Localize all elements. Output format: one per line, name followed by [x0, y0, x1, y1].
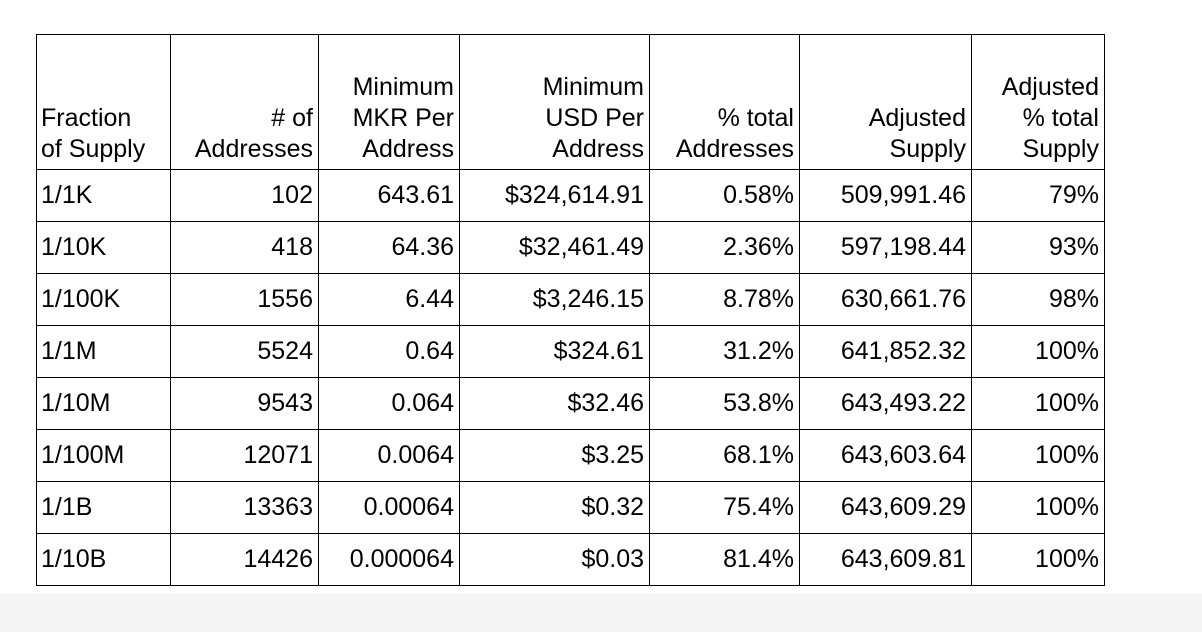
cell-addresses: 13363	[170, 481, 319, 534]
cell-adjusted-supply: 643,609.81	[799, 533, 972, 586]
cell-adjusted-pct-supply: 100%	[971, 377, 1105, 430]
header-row: Fraction of Supply # of Addresses Minimum M…	[36, 34, 1105, 170]
cell-adjusted-supply: 509,991.46	[799, 169, 972, 222]
table-row: 1/10M 9543 0.064 $32.46 53.8% 643,493.22…	[36, 377, 1105, 430]
header-adjusted-supply: Adjusted Supply	[799, 34, 972, 170]
cell-min-usd: $3.25	[459, 429, 650, 482]
cell-min-usd: $32,461.49	[459, 221, 650, 274]
cell-addresses: 102	[170, 169, 319, 222]
cell-adjusted-pct-supply: 100%	[971, 429, 1105, 482]
header-min-mkr-per-address: Minimum MKR Per Address	[318, 34, 460, 170]
cell-min-usd: $3,246.15	[459, 273, 650, 326]
cell-adjusted-pct-supply: 93%	[971, 221, 1105, 274]
cell-pct-addresses: 53.8%	[649, 377, 800, 430]
cell-fraction: 1/1M	[36, 325, 171, 378]
cell-adjusted-supply: 643,603.64	[799, 429, 972, 482]
cell-fraction: 1/10B	[36, 533, 171, 586]
cell-fraction: 1/10K	[36, 221, 171, 274]
cell-min-usd: $324.61	[459, 325, 650, 378]
table-row: 1/100K 1556 6.44 $3,246.15 8.78% 630,661…	[36, 273, 1105, 326]
cell-min-usd: $324,614.91	[459, 169, 650, 222]
cell-pct-addresses: 81.4%	[649, 533, 800, 586]
bottom-band	[0, 594, 1202, 632]
cell-adjusted-supply: 597,198.44	[799, 221, 972, 274]
table-row: 1/1K 102 643.61 $324,614.91 0.58% 509,99…	[36, 169, 1105, 222]
cell-adjusted-supply: 630,661.76	[799, 273, 972, 326]
supply-distribution-table: Fraction of Supply # of Addresses Minimum M…	[36, 34, 1105, 586]
cell-pct-addresses: 31.2%	[649, 325, 800, 378]
cell-min-usd: $0.03	[459, 533, 650, 586]
cell-addresses: 418	[170, 221, 319, 274]
cell-addresses: 14426	[170, 533, 319, 586]
cell-min-mkr: 64.36	[318, 221, 460, 274]
cell-min-usd: $0.32	[459, 481, 650, 534]
cell-fraction: 1/100M	[36, 429, 171, 482]
header-num-addresses: # of Addresses	[170, 34, 319, 170]
cell-adjusted-pct-supply: 100%	[971, 325, 1105, 378]
cell-min-mkr: 643.61	[318, 169, 460, 222]
cell-min-mkr: 0.000064	[318, 533, 460, 586]
cell-fraction: 1/1K	[36, 169, 171, 222]
cell-adjusted-pct-supply: 98%	[971, 273, 1105, 326]
cell-adjusted-supply: 643,609.29	[799, 481, 972, 534]
table-row: 1/1B 13363 0.00064 $0.32 75.4% 643,609.2…	[36, 481, 1105, 534]
header-fraction-of-supply: Fraction of Supply	[36, 34, 171, 170]
cell-adjusted-pct-supply: 100%	[971, 481, 1105, 534]
cell-pct-addresses: 68.1%	[649, 429, 800, 482]
table-row: 1/10B 14426 0.000064 $0.03 81.4% 643,609…	[36, 533, 1105, 586]
header-pct-total-addresses: % total Addresses	[649, 34, 800, 170]
cell-min-usd: $32.46	[459, 377, 650, 430]
cell-fraction: 1/10M	[36, 377, 171, 430]
cell-adjusted-supply: 641,852.32	[799, 325, 972, 378]
cell-addresses: 1556	[170, 273, 319, 326]
cell-min-mkr: 0.00064	[318, 481, 460, 534]
cell-addresses: 9543	[170, 377, 319, 430]
header-adjusted-pct-total-supply: Adjusted% total Supply	[971, 34, 1105, 170]
cell-fraction: 1/1B	[36, 481, 171, 534]
cell-addresses: 12071	[170, 429, 319, 482]
table-row: 1/1M 5524 0.64 $324.61 31.2% 641,852.32 …	[36, 325, 1105, 378]
cell-adjusted-supply: 643,493.22	[799, 377, 972, 430]
header-min-usd-per-address: Minimum USD Per Address	[459, 34, 650, 170]
cell-adjusted-pct-supply: 79%	[971, 169, 1105, 222]
cell-adjusted-pct-supply: 100%	[971, 533, 1105, 586]
cell-min-mkr: 0.64	[318, 325, 460, 378]
cell-min-mkr: 0.0064	[318, 429, 460, 482]
cell-pct-addresses: 8.78%	[649, 273, 800, 326]
table-row: 1/10K 418 64.36 $32,461.49 2.36% 597,198…	[36, 221, 1105, 274]
cell-pct-addresses: 2.36%	[649, 221, 800, 274]
cell-pct-addresses: 75.4%	[649, 481, 800, 534]
cell-min-mkr: 0.064	[318, 377, 460, 430]
cell-min-mkr: 6.44	[318, 273, 460, 326]
cell-fraction: 1/100K	[36, 273, 171, 326]
cell-addresses: 5524	[170, 325, 319, 378]
table-row: 1/100M 12071 0.0064 $3.25 68.1% 643,603.…	[36, 429, 1105, 482]
cell-pct-addresses: 0.58%	[649, 169, 800, 222]
